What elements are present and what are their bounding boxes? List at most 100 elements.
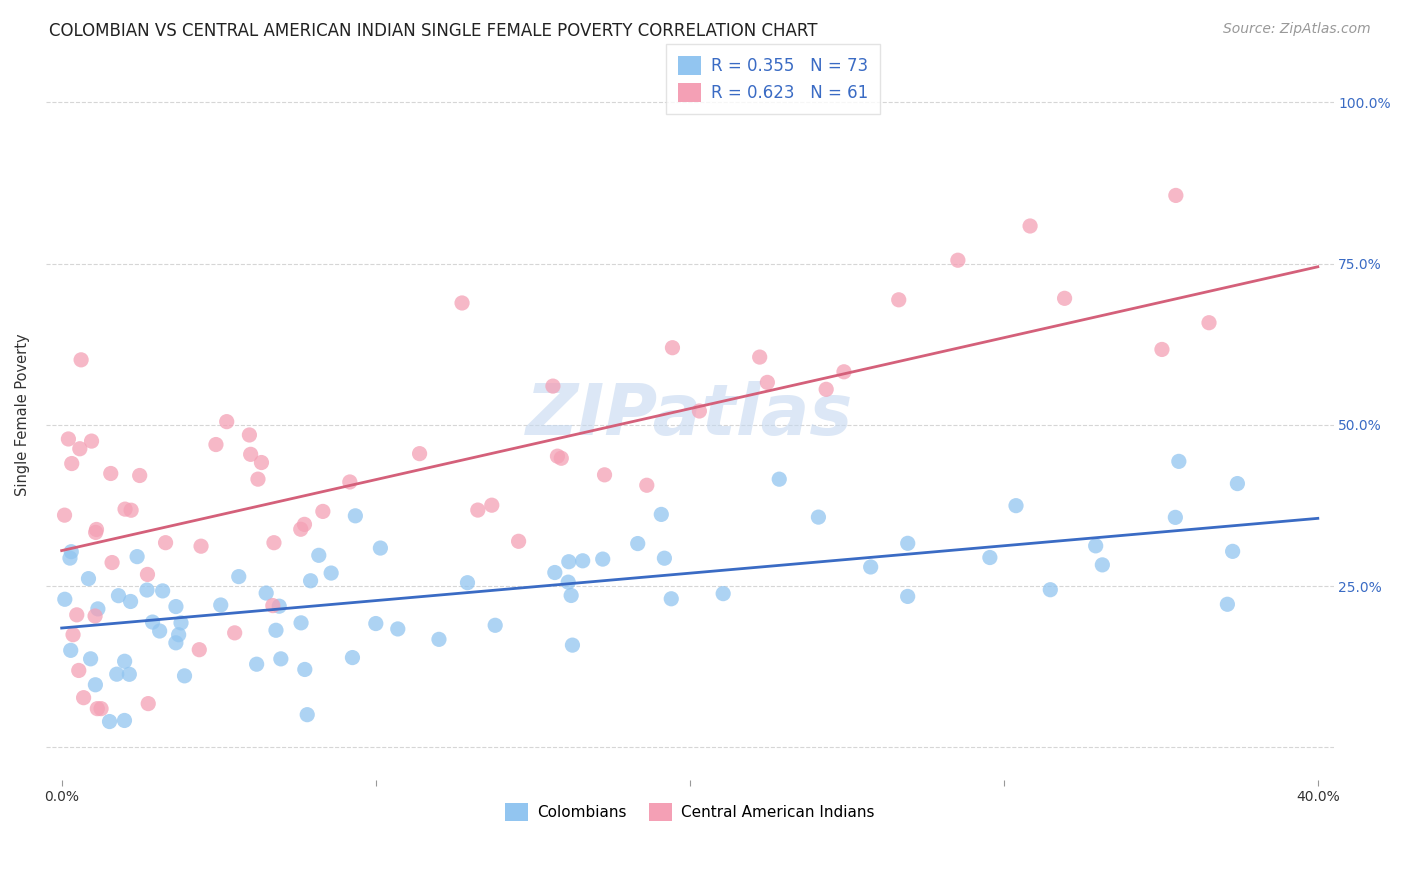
Point [188,642,211,657]
Point [946,253,969,268]
Point [100,467,122,481]
Point [142,615,165,629]
Point [53,592,76,607]
Text: ZIPatlas: ZIPatlas [526,381,853,450]
Point [53,508,76,523]
Point [1039,582,1062,597]
Point [209,598,232,612]
Point [979,550,1001,565]
Point [1226,476,1249,491]
Point [1053,291,1076,305]
Point [859,560,882,574]
Point [541,379,564,393]
Point [1005,499,1028,513]
Point [427,632,450,647]
Legend: Colombians, Central American Indians: Colombians, Central American Indians [499,797,882,827]
Point [59,551,82,566]
Point [264,624,287,638]
Point [114,502,136,516]
Point [58,432,80,446]
Point [128,468,150,483]
Point [1164,510,1187,524]
Point [290,522,312,536]
Point [571,554,593,568]
Point [60,457,83,471]
Point [205,437,228,451]
Point [59,643,82,657]
Point [560,589,582,603]
Point [1084,539,1107,553]
Point [550,451,572,466]
Point [342,650,364,665]
Point [250,456,273,470]
Point [165,636,187,650]
Point [215,415,238,429]
Point [136,567,159,582]
Point [120,503,142,517]
Point [90,701,112,715]
Point [79,652,101,666]
Point [290,615,312,630]
Point [339,475,361,489]
Point [661,341,683,355]
Text: Source: ZipAtlas.com: Source: ZipAtlas.com [1223,22,1371,37]
Point [1167,454,1189,468]
Point [114,714,136,728]
Point [263,535,285,549]
Point [508,534,530,549]
Point [118,667,141,681]
Point [170,615,193,630]
Point [897,590,920,604]
Point [546,449,568,463]
Point [228,569,250,583]
Point [688,404,710,418]
Point [262,599,284,613]
Point [659,591,682,606]
Point [127,549,149,564]
Point [370,541,392,555]
Point [155,535,177,549]
Point [387,622,409,636]
Point [60,545,83,559]
Point [308,549,330,563]
Point [1198,316,1220,330]
Point [451,296,474,310]
Point [84,525,107,540]
Point [897,536,920,550]
Point [481,498,503,512]
Point [321,566,343,580]
Point [711,587,734,601]
Point [768,472,790,486]
Point [269,599,291,614]
Point [224,625,246,640]
Point [557,575,579,590]
Point [1164,188,1187,202]
Point [173,669,195,683]
Point [167,628,190,642]
Point [467,503,489,517]
Point [69,442,91,456]
Y-axis label: Single Female Poverty: Single Female Poverty [15,334,30,497]
Point [484,618,506,632]
Point [815,382,838,396]
Point [86,523,108,537]
Point [887,293,910,307]
Point [101,556,124,570]
Point [558,555,581,569]
Point [67,664,90,678]
Point [98,714,121,729]
Point [408,447,430,461]
Point [152,583,174,598]
Point [136,697,159,711]
Point [1222,544,1244,558]
Point [165,599,187,614]
Point [1150,343,1173,357]
Point [136,582,159,597]
Point [544,566,567,580]
Point [107,589,129,603]
Point [593,467,616,482]
Point [636,478,658,492]
Point [561,638,583,652]
Point [748,350,770,364]
Point [246,472,269,486]
